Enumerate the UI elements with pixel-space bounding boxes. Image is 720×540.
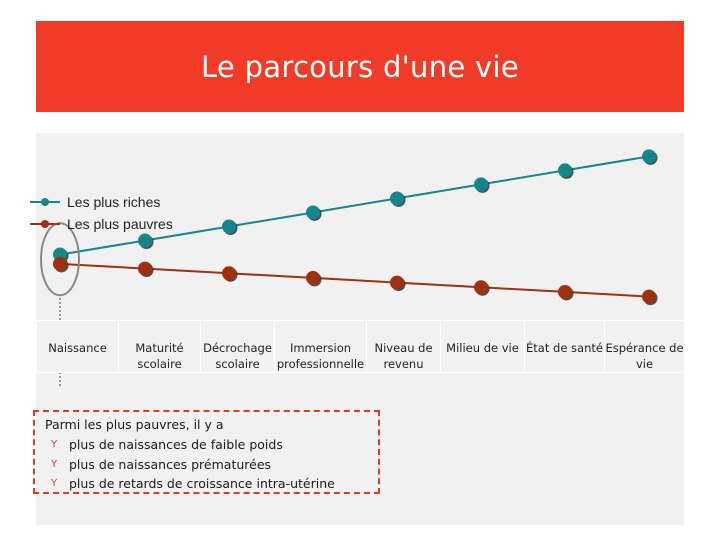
series-line xyxy=(59,155,650,256)
series-point xyxy=(642,149,656,164)
note-lead: Parmi les plus pauvres, il y a xyxy=(45,417,224,432)
series-point xyxy=(306,205,320,220)
stage-label: Immersion professionnelle xyxy=(274,321,366,372)
title-band: Le parcours d'une vie xyxy=(36,21,684,112)
series-point xyxy=(558,163,572,178)
legend-item-pauvres: Les plus pauvres xyxy=(30,213,173,235)
series-line xyxy=(59,262,650,298)
series-point xyxy=(642,289,656,304)
series-point xyxy=(138,261,152,276)
series-point xyxy=(138,233,152,248)
bullet-icon: Y xyxy=(51,478,58,490)
series-point xyxy=(558,284,572,299)
legend-swatch-riches xyxy=(30,197,60,207)
series-point xyxy=(474,280,488,295)
chart-legend: Les plus riches Les plus pauvres xyxy=(30,191,173,235)
naissance-highlight-ring xyxy=(40,222,80,297)
bullet-icon: Y xyxy=(51,458,58,470)
stages-row: Naissance Maturité scolaire Décrochage sco… xyxy=(36,320,684,373)
note-item-text: plus de naissances de faible poids xyxy=(69,437,283,453)
chart-panel xyxy=(36,133,684,525)
page-title: Le parcours d'une vie xyxy=(200,49,520,84)
legend-label-pauvres: Les plus pauvres xyxy=(67,216,173,232)
stage-label: Milieu de vie xyxy=(440,321,524,372)
series-point xyxy=(474,177,488,192)
series-point xyxy=(306,270,320,285)
stage-label: Espérance de vie xyxy=(604,321,684,372)
bullet-icon: Y xyxy=(51,439,58,451)
series-point xyxy=(390,275,404,290)
stage-label: Niveau de revenu xyxy=(366,321,440,372)
legend-label-riches: Les plus riches xyxy=(67,194,161,210)
legend-item-riches: Les plus riches xyxy=(30,191,173,213)
note-item-text: plus de retards de croissance intra-utér… xyxy=(69,476,335,492)
stage-label: Décrochage scolaire xyxy=(200,321,274,372)
note-item-text: plus de naissances prématurées xyxy=(69,456,272,472)
legend-swatch-pauvres xyxy=(30,219,60,229)
series-point xyxy=(53,256,67,271)
series-point xyxy=(390,191,404,206)
stage-label: Naissance xyxy=(36,321,118,372)
series-point xyxy=(222,266,236,281)
stage-label: Maturité scolaire xyxy=(118,321,200,372)
series-point xyxy=(222,219,236,234)
stage-label: État de santé xyxy=(524,321,604,372)
